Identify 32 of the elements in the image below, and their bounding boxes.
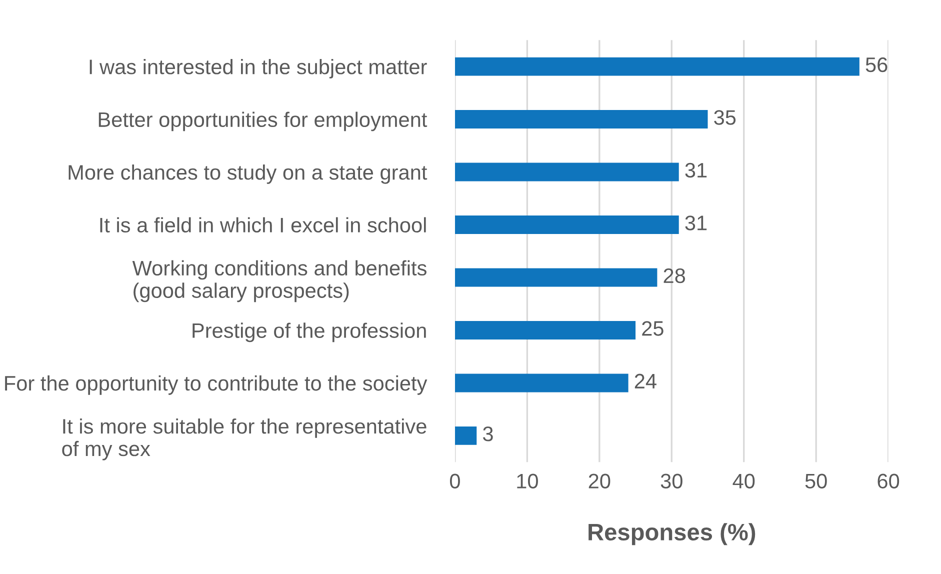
x-tick-label: 10 [517,474,538,488]
data-label: 35 [714,110,736,125]
x-tick-label: 0 [450,474,460,488]
bar [454,216,679,234]
bar [454,321,636,340]
y-tick-label: For the opportunity to contribute to the society [5,375,428,395]
y-tick-label: I was interested in the subject matter [90,59,427,78]
y-tick-label: Prestige of the profession [192,322,426,342]
x-tick-label: 40 [732,474,755,488]
bar [454,57,860,76]
x-tick-label: 60 [878,474,900,488]
data-label: 24 [634,374,656,388]
x-tick-label: 50 [805,474,827,488]
y-tick-label: It is more suitable for the representative of my sex [62,418,426,460]
bar [454,426,477,445]
bar [454,268,658,287]
data-label: 31 [685,162,707,178]
bar [454,374,628,392]
data-label: 56 [866,57,888,72]
y-tick-label: More chances to study on a state grant [68,164,428,184]
y-tick-label: It is a field in which I excel in school [100,217,426,233]
data-label: 31 [685,216,707,230]
data-label: 25 [642,321,664,336]
bar [454,162,679,182]
x-axis-title: Responses (%) [588,523,756,546]
data-label: 3 [482,426,493,442]
x-tick-label: 20 [588,474,610,488]
x-tick-label: 30 [660,474,682,488]
data-label: 28 [664,268,686,284]
y-tick-label: Working conditions and benefits (good salary prospects) [132,260,426,302]
y-tick-label: Better opportunities for employment [98,112,428,132]
bar [454,110,708,129]
